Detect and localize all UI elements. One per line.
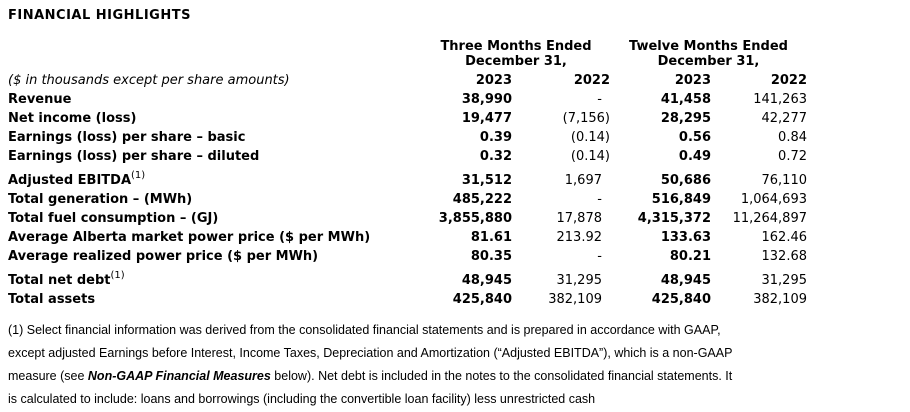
period-header-row: Three Months Ended December 31, Twelve M…: [8, 39, 910, 69]
cell-3m-2023: 81.61: [470, 230, 512, 245]
footnote-text: below). Net debt is included in the note…: [270, 369, 733, 383]
cell-3m-2022: (0.14): [570, 149, 610, 164]
period-header-twelve-months: Twelve Months Ended December 31,: [610, 39, 807, 69]
cell-3m-2023: 0.32: [479, 149, 512, 164]
row-label: Average realized power price ($ per MWh): [8, 249, 319, 264]
financial-highlights-table: Three Months Ended December 31, Twelve M…: [8, 39, 910, 308]
table-row-total-assets: Total assets 425,840 382,109 425,840 382…: [8, 289, 910, 308]
cell-3m-2022: (0.14): [570, 130, 610, 145]
cell-3m-2022: 17,878: [556, 211, 603, 226]
cell-3m-2023: 31,512: [461, 173, 512, 188]
cell-3m-2022: -: [597, 192, 602, 207]
cell-3m-2023: 80.35: [470, 249, 512, 264]
footnote-emphasis: Non-GAAP Financial Measures: [87, 369, 271, 383]
table-row-revenue: Revenue 38,990 - 41,458 141,263: [8, 89, 910, 108]
page-title: FINANCIAL HIGHLIGHTS: [8, 8, 191, 23]
year-header-12m-2023: 2023: [674, 73, 711, 88]
table-row-eps-basic: Earnings (loss) per share – basic 0.39 (…: [8, 127, 910, 146]
header-spacer: [8, 39, 422, 69]
footnote: (1) Select financial information was der…: [8, 319, 910, 411]
cell-3m-2023: 38,990: [461, 92, 512, 107]
cell-3m-2022: 31,295: [556, 273, 603, 288]
cell-3m-2023: 485,222: [452, 192, 512, 207]
cell-12m-2023: 50,686: [660, 173, 711, 188]
unit-note: ($ in thousands except per share amounts…: [8, 73, 290, 88]
row-label: Revenue: [8, 92, 72, 107]
cell-12m-2022: 31,295: [761, 273, 808, 288]
cell-12m-2023: 4,315,372: [637, 211, 711, 226]
cell-12m-2023: 0.56: [678, 130, 711, 145]
row-label: Average Alberta market power price ($ pe…: [8, 230, 371, 245]
period-header-three-months: Three Months Ended December 31,: [422, 39, 610, 69]
cell-12m-2022: 42,277: [761, 111, 808, 126]
cell-3m-2023: 0.39: [479, 130, 512, 145]
cell-3m-2022: -: [597, 92, 602, 107]
cell-12m-2022: 0.84: [778, 130, 807, 145]
footnote-line: (1) Select financial information was der…: [8, 323, 721, 337]
cell-12m-2022: 76,110: [761, 173, 808, 188]
cell-3m-2022: 1,697: [564, 173, 602, 188]
cell-12m-2022: 1,064,693: [740, 192, 807, 207]
footnote-line: measure (see Non-GAAP Financial Measures…: [8, 365, 910, 388]
table-row-eps-diluted: Earnings (loss) per share – diluted 0.32…: [8, 146, 910, 165]
table-row-total-net-debt: Total net debt(1) 48,945 31,295 48,945 3…: [8, 265, 910, 289]
period-header-line2: December 31,: [657, 54, 760, 69]
cell-3m-2023: 48,945: [461, 273, 512, 288]
period-header-line1: Twelve Months Ended: [629, 39, 788, 54]
cell-12m-2023: 80.21: [669, 249, 711, 264]
footnote-ref: (1): [110, 270, 125, 281]
cell-12m-2022: 11,264,897: [732, 211, 807, 226]
cell-12m-2023: 0.49: [678, 149, 711, 164]
row-label-text: Total net debt: [8, 273, 111, 288]
cell-3m-2023: 3,855,880: [438, 211, 512, 226]
year-header-3m-2022: 2022: [573, 73, 610, 88]
table-row-total-generation: Total generation – (MWh) 485,222 - 516,8…: [8, 189, 910, 208]
year-header-row: ($ in thousands except per share amounts…: [8, 69, 910, 89]
cell-3m-2022: (7,156): [562, 111, 610, 126]
row-label: Total generation – (MWh): [8, 192, 193, 207]
row-label: Total net debt(1): [8, 270, 422, 289]
cell-12m-2023: 48,945: [660, 273, 711, 288]
footnote-line: is calculated to include: loans and borr…: [8, 392, 596, 406]
period-header-line1: Three Months Ended: [440, 39, 592, 54]
year-header-3m-2023: 2023: [475, 73, 512, 88]
cell-3m-2022: -: [597, 249, 602, 264]
table-row-total-fuel-consumption: Total fuel consumption – (GJ) 3,855,880 …: [8, 208, 910, 227]
row-label: Earnings (loss) per share – basic: [8, 130, 246, 145]
cell-12m-2022: 162.46: [761, 230, 808, 245]
cell-12m-2023: 133.63: [660, 230, 711, 245]
cell-3m-2022: 213.92: [556, 230, 603, 245]
table-row-net-income: Net income (loss) 19,477 (7,156) 28,295 …: [8, 108, 910, 127]
table-row-adjusted-ebitda: Adjusted EBITDA(1) 31,512 1,697 50,686 7…: [8, 165, 910, 189]
cell-12m-2022: 141,263: [753, 92, 807, 107]
row-label: Total assets: [8, 292, 96, 307]
row-label: Adjusted EBITDA(1): [8, 170, 422, 189]
footnote-line: except adjusted Earnings before Interest…: [8, 346, 733, 360]
cell-12m-2022: 382,109: [753, 292, 807, 307]
period-header-line2: December 31,: [465, 54, 567, 69]
cell-12m-2023: 425,840: [651, 292, 711, 307]
cell-12m-2022: 0.72: [778, 149, 807, 164]
cell-3m-2023: 19,477: [461, 111, 512, 126]
year-header-12m-2022: 2022: [770, 73, 807, 88]
table-row-avg-alberta-market-price: Average Alberta market power price ($ pe…: [8, 227, 910, 246]
row-label: Net income (loss): [8, 111, 137, 126]
footnote-ref: (1): [131, 170, 146, 181]
cell-12m-2023: 41,458: [660, 92, 711, 107]
row-label-text: Adjusted EBITDA: [8, 173, 132, 188]
footnote-text: measure (see: [8, 369, 88, 383]
row-label: Earnings (loss) per share – diluted: [8, 149, 260, 164]
cell-12m-2023: 28,295: [660, 111, 711, 126]
row-label: Total fuel consumption – (GJ): [8, 211, 219, 226]
table-row-avg-realized-price: Average realized power price ($ per MWh)…: [8, 246, 910, 265]
cell-3m-2023: 425,840: [452, 292, 512, 307]
cell-3m-2022: 382,109: [548, 292, 602, 307]
cell-12m-2023: 516,849: [651, 192, 711, 207]
cell-12m-2022: 132.68: [761, 249, 808, 264]
